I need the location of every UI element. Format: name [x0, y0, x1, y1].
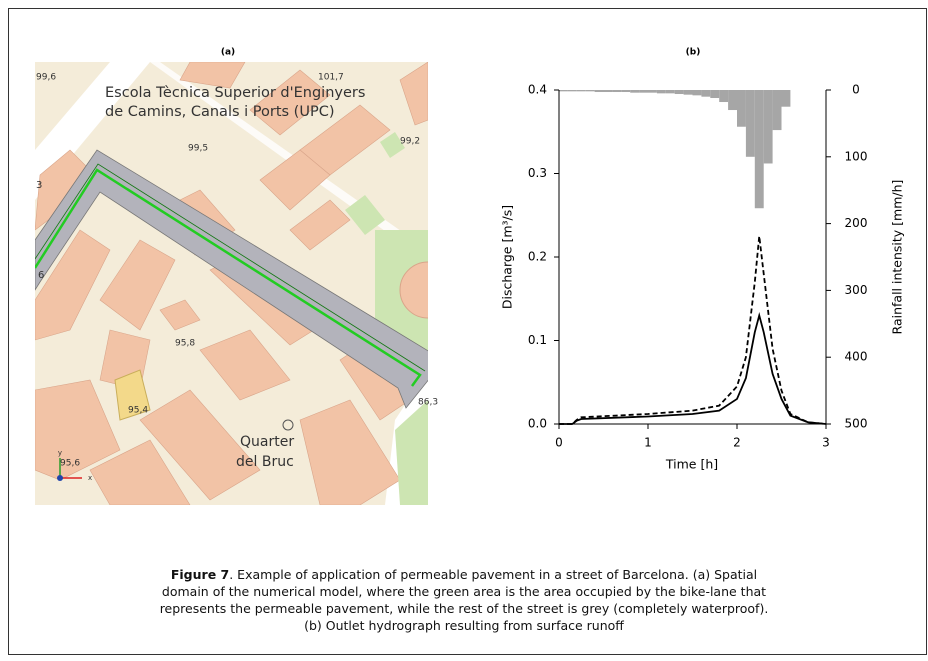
rain-bar: [585, 90, 595, 92]
map-label: 99,2: [400, 137, 420, 147]
y2-tick-label: 100: [845, 149, 868, 163]
y-tick-label: 0.1: [528, 333, 547, 347]
y-tick-label: 0.2: [528, 250, 547, 264]
y2-axis-label: Rainfall intensity [mm/h]: [890, 180, 905, 335]
rain-bar: [630, 90, 640, 93]
discharge-line: [559, 311, 827, 425]
frame: [8, 8, 927, 655]
rain-bar: [692, 90, 702, 96]
x-tick-label: 0: [555, 436, 563, 450]
x-tick-label: 2: [733, 436, 741, 450]
map-label: 95,8: [175, 339, 195, 349]
rain-bar: [567, 90, 577, 92]
chart: (b) Time [h] Discharge [m³/s] Rainfall i…: [500, 48, 905, 472]
y-tick-label: 0.4: [528, 83, 547, 97]
map-label: de Camins, Canals i Ports (UPC): [105, 104, 334, 120]
rain-bar: [710, 90, 720, 99]
map-label: 99,6: [36, 73, 56, 83]
rain-bar: [639, 90, 648, 93]
rain-bar: [728, 90, 737, 111]
rain-bar: [754, 90, 764, 209]
map-label: 86,3: [418, 398, 438, 408]
rain-bar: [665, 90, 675, 94]
caption: Figure 7. Example of application of perm…: [150, 566, 778, 634]
rain-bar: [603, 90, 613, 93]
map-label: x: [88, 474, 92, 482]
x-tick-label: 3: [822, 436, 830, 450]
y2-tick-label: 500: [845, 417, 868, 431]
rain-bar: [683, 90, 693, 95]
map-label: 3: [36, 180, 42, 191]
y2-tick-label: 0: [852, 83, 860, 97]
y2-tick-label: 400: [845, 350, 868, 364]
rain-bar: [737, 90, 746, 127]
rain-bar: [621, 90, 631, 93]
rain-bar: [719, 90, 729, 103]
map-label: 101,7: [318, 73, 344, 83]
chart-title: (b): [686, 48, 701, 58]
discharge-line: [559, 236, 827, 425]
y2-tick-label: 300: [845, 283, 868, 297]
rain-bar: [701, 90, 711, 97]
y-axis-label: Discharge [m³/s]: [500, 205, 515, 309]
map-label: 95,6: [60, 459, 80, 469]
y-tick-label: 0.3: [528, 166, 547, 180]
y2-tick-label: 200: [845, 216, 868, 230]
map: Escola Tècnica Superior d'Enginyers de C…: [35, 62, 438, 505]
map-label: Escola Tècnica Superior d'Enginyers: [105, 85, 365, 101]
rain-bar: [745, 90, 755, 157]
rain-bar: [576, 90, 586, 92]
rain-bar: [781, 90, 791, 107]
rain-bar: [656, 90, 666, 94]
rain-bar: [559, 90, 568, 92]
rain-bar: [674, 90, 684, 95]
map-label: 95,4: [128, 406, 148, 416]
rain-bar: [763, 90, 773, 164]
rain-bar: [612, 90, 622, 93]
panel-label: (a): [221, 48, 235, 58]
map-label: 99,5: [188, 144, 208, 154]
caption-label: Figure 7: [170, 567, 230, 582]
rain-bar: [648, 90, 657, 93]
x-axis-label: Time [h]: [665, 457, 718, 472]
x-tick-label: 1: [644, 436, 652, 450]
rain-bar: [594, 90, 604, 93]
caption-text: . Example of application of permeable pa…: [159, 567, 769, 633]
map-label: del Bruc: [236, 454, 294, 470]
map-label: y: [58, 449, 62, 457]
y-tick-label: 0.0: [528, 417, 547, 431]
rain-bar: [772, 90, 782, 131]
map-label: Quarter: [240, 434, 294, 450]
map-label: 6: [38, 270, 44, 281]
